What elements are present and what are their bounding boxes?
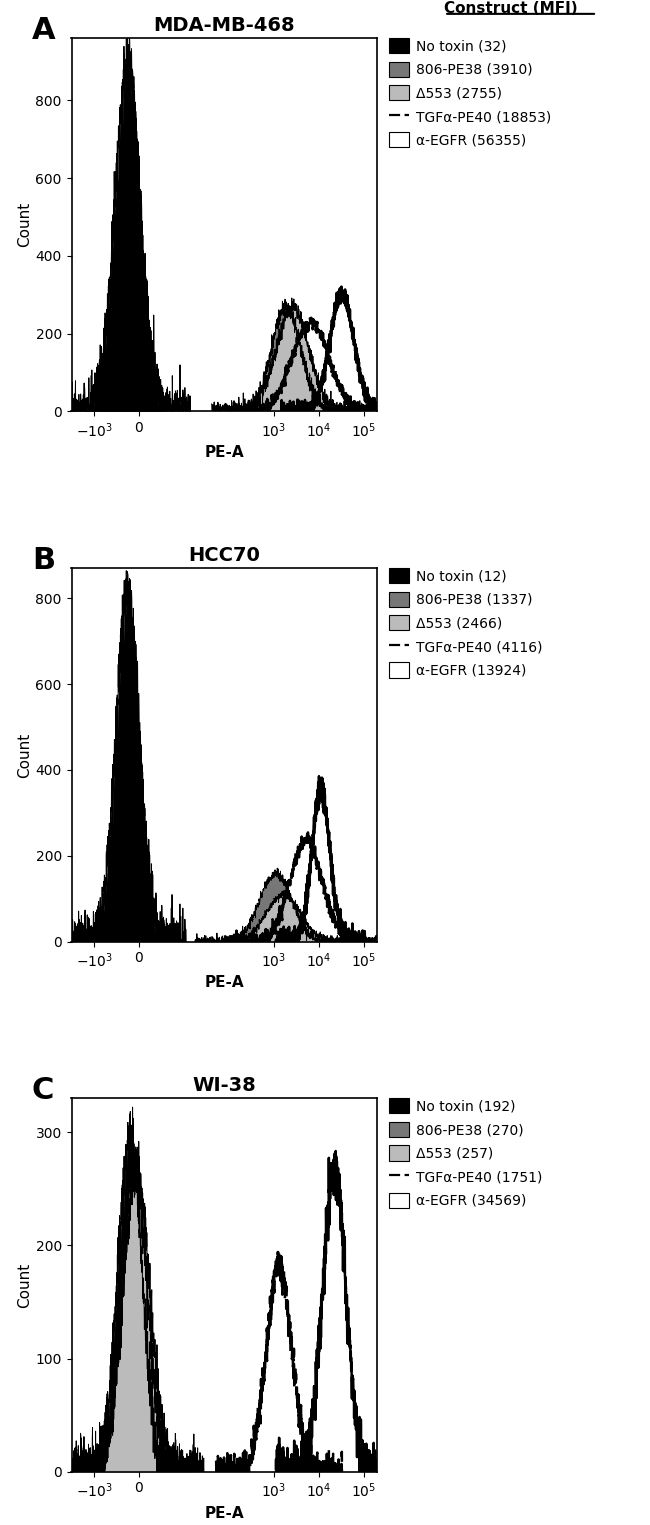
Title: WI-38: WI-38 xyxy=(192,1077,256,1095)
Text: Construct (MFI): Construct (MFI) xyxy=(444,2,578,15)
X-axis label: PE-A: PE-A xyxy=(205,445,244,461)
Text: A: A xyxy=(32,15,55,44)
Y-axis label: Count: Count xyxy=(18,203,32,247)
Y-axis label: Count: Count xyxy=(18,1263,32,1307)
Legend: No toxin (192), 806-PE38 (270), Δ553 (257), TGFα-PE40 (1751), α-EGFR (34569): No toxin (192), 806-PE38 (270), Δ553 (25… xyxy=(389,1098,542,1208)
Y-axis label: Count: Count xyxy=(18,732,32,778)
X-axis label: PE-A: PE-A xyxy=(205,976,244,990)
Title: MDA-MB-468: MDA-MB-468 xyxy=(153,17,295,35)
Title: HCC70: HCC70 xyxy=(188,546,260,566)
X-axis label: PE-A: PE-A xyxy=(205,1505,244,1520)
Text: B: B xyxy=(32,546,55,575)
Text: C: C xyxy=(32,1077,54,1106)
Legend: No toxin (12), 806-PE38 (1337), Δ553 (2466), TGFα-PE40 (4116), α-EGFR (13924): No toxin (12), 806-PE38 (1337), Δ553 (24… xyxy=(389,569,542,677)
Legend: No toxin (32), 806-PE38 (3910), Δ553 (2755), TGFα-PE40 (18853), α-EGFR (56355): No toxin (32), 806-PE38 (3910), Δ553 (27… xyxy=(389,38,551,148)
